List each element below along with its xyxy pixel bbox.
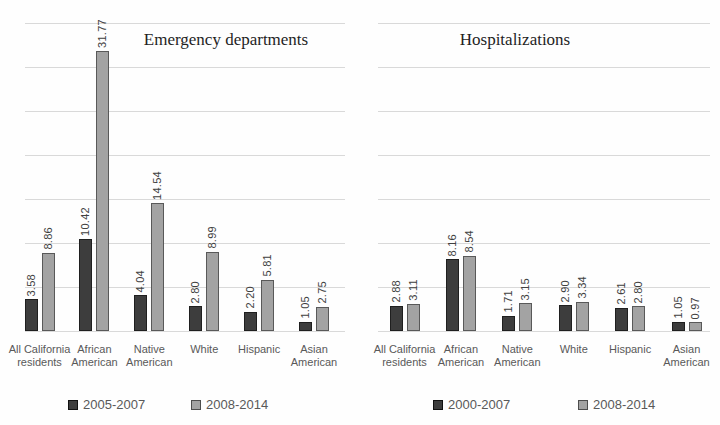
value-label: 4.04: [134, 270, 147, 293]
bar-2008-2014-african-american: [96, 51, 109, 331]
value-label: 8.16: [446, 234, 459, 257]
value-label: 3.58: [25, 274, 38, 297]
bar-2000-2007-asian-american: [672, 322, 685, 331]
value-label: 2.80: [189, 281, 202, 304]
legend-swatch-dark-icon: [433, 400, 443, 410]
right-legend-item-period2: 2008-2014: [578, 397, 655, 412]
gridline: [25, 67, 345, 68]
value-label: 10.42: [79, 207, 92, 236]
bar-2008-2014-native-american: [519, 303, 532, 331]
left-legend-item-period1: 2005-2007: [68, 397, 145, 412]
bar-2008-2014-hispanic: [261, 280, 274, 331]
gridline: [378, 287, 710, 288]
value-label: 3.11: [407, 279, 420, 301]
gridline: [25, 243, 345, 244]
right-legend-item-period1: 2000-2007: [433, 397, 510, 412]
legend-label: 2000-2007: [448, 397, 510, 412]
value-label: 8.54: [463, 230, 476, 253]
value-label: 3.34: [576, 276, 589, 299]
bar-2005-2007-white: [189, 306, 202, 331]
bar-2008-2014-all-california-residents: [42, 253, 55, 331]
gridline: [25, 111, 345, 112]
bar-2005-2007-all-california-residents: [25, 299, 38, 331]
legend-label: 2008-2014: [206, 397, 268, 412]
gridline: [378, 23, 710, 24]
bar-2008-2014-african-american: [463, 256, 476, 331]
value-label: 8.99: [206, 226, 219, 249]
legend-label: 2008-2014: [593, 397, 655, 412]
value-label: 2.88: [390, 280, 403, 303]
bar-2008-2014-asian-american: [689, 322, 702, 331]
bar-2008-2014-white: [206, 252, 219, 331]
left-legend-item-period2: 2008-2014: [191, 397, 268, 412]
value-label: 1.05: [672, 296, 685, 319]
value-label: 14.54: [151, 171, 164, 200]
value-label: 3.15: [519, 278, 532, 301]
left-chart-plot-area: 3.588.8610.4231.774.0414.542.808.992.205…: [25, 23, 345, 332]
gridline: [25, 199, 345, 200]
bar-2008-2014-white: [576, 302, 589, 331]
value-label: 2.20: [244, 286, 257, 309]
bar-2000-2007-native-american: [502, 316, 515, 331]
gridline: [25, 331, 345, 332]
gridline: [378, 155, 710, 156]
legend-swatch-gray-icon: [578, 400, 588, 410]
category-label-asian-american: Asian American: [652, 343, 720, 369]
gridline: [378, 243, 710, 244]
value-label: 2.75: [316, 281, 329, 304]
bar-2008-2014-asian-american: [316, 307, 329, 331]
value-label: 2.90: [559, 280, 572, 303]
gridline: [25, 155, 345, 156]
category-label-asian-american: Asian American: [279, 343, 349, 369]
bar-2005-2007-native-american: [134, 295, 147, 331]
bar-2008-2014-all-california-residents: [407, 304, 420, 331]
bar-2005-2007-hispanic: [244, 312, 257, 331]
right-chart-plot-area: 2.88 3.11 8.16 8.54 1.71 3.15 2.90 3.34 2.61 2.80…: [378, 23, 710, 332]
value-label: 1.05: [299, 296, 312, 319]
value-label: 2.61: [615, 282, 628, 305]
gridline: [378, 111, 710, 112]
bar-2005-2007-asian-american: [299, 322, 312, 331]
gridline: [378, 67, 710, 68]
legend-label: 2005-2007: [83, 397, 145, 412]
bar-2008-2014-hispanic: [632, 306, 645, 331]
gridline: [378, 199, 710, 200]
legend-swatch-gray-icon: [191, 400, 201, 410]
bar-2000-2007-all-california-residents: [390, 306, 403, 331]
value-label: 31.77: [96, 19, 109, 48]
bar-2000-2007-hispanic: [615, 308, 628, 331]
bar-2005-2007-african-american: [79, 239, 92, 331]
value-label: 1.71: [502, 290, 515, 313]
bar-2000-2007-white: [559, 305, 572, 331]
legend-swatch-dark-icon: [68, 400, 78, 410]
bar-2000-2007-african-american: [446, 259, 459, 331]
value-label: 2.80: [632, 281, 645, 304]
gridline: [378, 331, 710, 332]
value-label: 5.81: [261, 254, 274, 277]
dual-bar-chart-figure: Emergency departments Hospitalizations 3…: [0, 0, 720, 425]
gridline: [25, 23, 345, 24]
value-label: 8.86: [42, 227, 55, 250]
value-label: 0.97: [689, 297, 702, 320]
gridline: [25, 287, 345, 288]
bar-2008-2014-native-american: [151, 203, 164, 331]
